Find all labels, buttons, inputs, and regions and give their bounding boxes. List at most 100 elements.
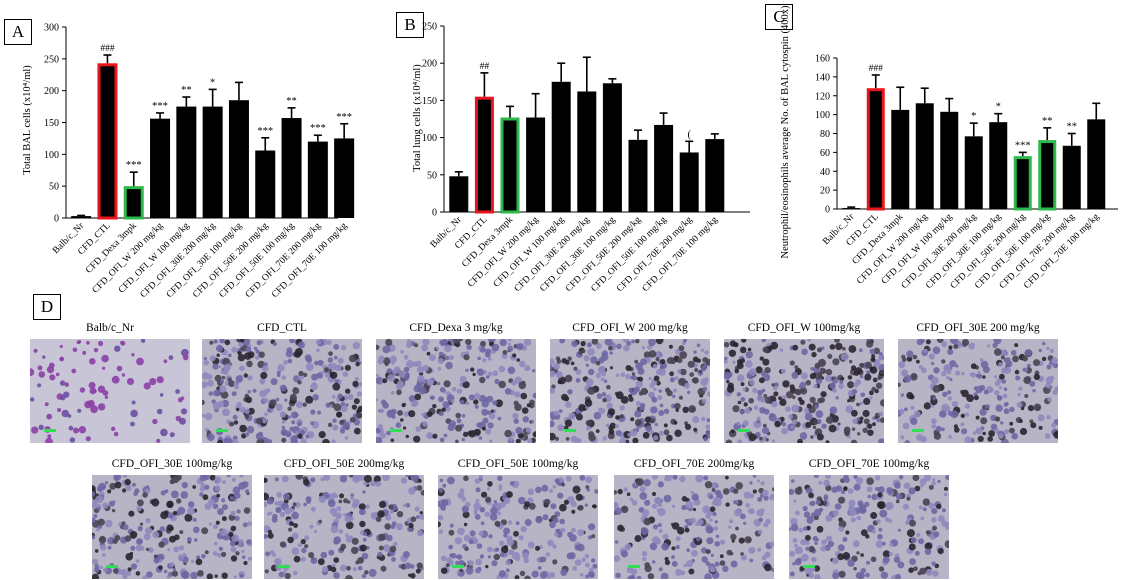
panel-label-a: A: [4, 19, 32, 45]
micrograph-image: [376, 339, 536, 443]
bar: [654, 124, 674, 212]
y-tick-label: 100: [815, 110, 830, 121]
bar: [1062, 145, 1081, 209]
bar: [307, 141, 328, 218]
micrograph: CFD_Dexa 3 mg/kg: [376, 322, 536, 443]
bar: [842, 208, 861, 209]
y-tick-label: 120: [815, 91, 830, 102]
panel-label-b: B: [396, 12, 424, 38]
bar: [97, 63, 118, 220]
bar: [150, 118, 171, 218]
bar: [1087, 119, 1106, 209]
bar: [679, 152, 699, 212]
significance-label: ##: [480, 62, 490, 72]
micrograph-image: [438, 475, 598, 579]
micrograph-caption: CFD_OFI_W 100mg/kg: [747, 322, 861, 334]
bar: [577, 91, 597, 212]
micrograph: CFD_OFI_30E 200 mg/kg: [898, 322, 1058, 443]
significance-label: ***: [1015, 140, 1031, 151]
bar: [334, 138, 355, 218]
y-axis-label: Total lung cells (x10⁴/ml): [412, 64, 423, 172]
y-tick-label: 100: [44, 150, 59, 161]
bar: [1038, 140, 1057, 211]
micrograph: CFD_CTL: [202, 322, 362, 443]
micrograph: Balb/c_Nr: [30, 322, 190, 443]
significance-label: ***: [257, 126, 273, 137]
y-tick-label: 200: [422, 59, 437, 70]
y-tick-label: 50: [427, 170, 437, 181]
bar: [526, 117, 546, 212]
bar: [915, 103, 934, 209]
bar: [964, 136, 983, 209]
significance-label: ***: [126, 160, 142, 171]
bar: [602, 83, 622, 213]
micrograph-image: [789, 475, 949, 579]
bar: [705, 139, 725, 212]
scale-bar: [803, 565, 815, 568]
bar: [1013, 156, 1032, 211]
significance-label: **: [181, 85, 192, 96]
y-tick-label: 160: [815, 54, 830, 65]
micrograph-caption: CFD_Dexa 3 mg/kg: [409, 322, 503, 334]
micrograph-image: [898, 339, 1058, 443]
significance-label: (: [687, 129, 691, 140]
y-tick-label: 150: [44, 118, 59, 129]
bar: [989, 122, 1008, 209]
y-tick-label: 0: [825, 205, 830, 216]
significance-label: ***: [310, 123, 326, 134]
micrograph: CFD_OFI_W 200 mg/kg: [550, 322, 710, 443]
significance-label: **: [1042, 116, 1053, 127]
significance-label: *: [210, 77, 215, 88]
bar: [449, 176, 469, 212]
bar: [71, 216, 92, 218]
chart-c: 0 20 40 60 80 100 120 140 160 Neutrophil/eosinoph…: [780, 5, 1118, 291]
y-axis-label: Total BAL cells (x10⁴/ml): [22, 65, 33, 175]
scale-bar: [738, 429, 750, 432]
micrograph-image: [724, 339, 884, 443]
micrograph-image: [202, 339, 362, 443]
micrograph-image: [92, 475, 252, 579]
bar: [891, 109, 910, 209]
y-tick-label: 250: [422, 22, 437, 33]
bar: [123, 186, 144, 220]
micrograph-caption: CFD_OFI_30E 100mg/kg: [111, 458, 233, 470]
micrograph-image: [550, 339, 710, 443]
significance-label: ***: [336, 112, 352, 123]
micrograph: CFD_OFI_70E 100mg/kg: [789, 458, 949, 579]
y-tick-label: 200: [44, 86, 59, 97]
bar: [202, 106, 223, 218]
bar: [940, 111, 959, 209]
chart-b: 0 50 100 150 200 250 Total lung cells (x10⁴/ml…: [412, 22, 750, 294]
y-tick-label: 300: [44, 23, 59, 34]
micrograph-image: [30, 339, 190, 443]
bar: [866, 88, 885, 211]
y-tick-label: 140: [815, 72, 830, 83]
scale-bar: [216, 429, 228, 432]
y-tick-label: 100: [422, 133, 437, 144]
significance-label: *: [971, 111, 976, 122]
chart-a: 0 50 100 150 200 250 300 Total BAL cells (x10⁴/…: [22, 23, 355, 300]
bar: [474, 96, 494, 214]
micrograph-caption: CFD_OFI_W 200 mg/kg: [572, 322, 688, 334]
y-axis-label: Neutrophil/eosinophils average No. of BA…: [780, 5, 791, 259]
bar: [628, 139, 648, 212]
bar: [551, 81, 571, 212]
micrograph: CFD_OFI_50E 200mg/kg: [264, 458, 424, 579]
y-tick-label: 0: [432, 208, 437, 219]
panel-label-c: C: [765, 4, 793, 30]
y-tick-label: 20: [820, 186, 830, 197]
y-tick-label: 60: [820, 148, 830, 159]
micrograph-caption: CFD_OFI_30E 200 mg/kg: [916, 322, 1040, 334]
bar: [500, 117, 520, 214]
scale-bar: [564, 429, 576, 432]
y-tick-label: 80: [820, 129, 830, 140]
significance-label: ***: [152, 101, 168, 112]
micrograph: CFD_OFI_70E 200mg/kg: [614, 458, 774, 579]
micrograph-caption: CFD_CTL: [257, 322, 307, 334]
micrograph-caption: Balb/c_Nr: [86, 322, 134, 334]
bar: [255, 150, 276, 218]
micrograph-caption: CFD_OFI_50E 200mg/kg: [283, 458, 405, 470]
y-tick-label: 150: [422, 96, 437, 107]
significance-label: ###: [100, 44, 115, 54]
micrograph: CFD_OFI_W 100mg/kg: [724, 322, 884, 443]
